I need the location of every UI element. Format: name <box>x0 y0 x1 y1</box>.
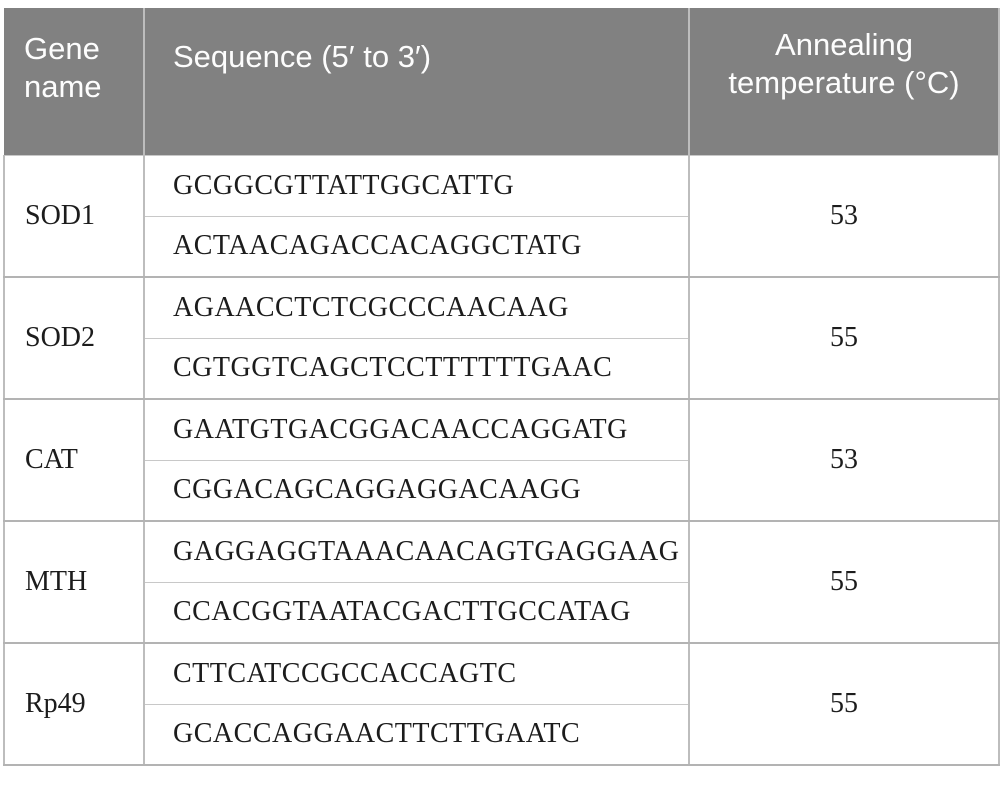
forward-primer-cell: AGAACCTCTCGCCCAACAAG <box>143 277 690 339</box>
reverse-primer-cell: CCACGGTAATACGACTTGCCATAG <box>143 582 690 644</box>
reverse-primer-cell: CGTGGTCAGCTCCTTTTTTGAAC <box>143 338 690 400</box>
table-row: CGGACAGCAGGAGGACAAGG <box>4 460 999 522</box>
forward-primer-cell: CTTCATCCGCCACCAGTC <box>143 643 690 705</box>
annealing-temp-cell: 55 <box>688 643 1000 766</box>
gene-name-cell: SOD1 <box>3 155 145 278</box>
header-sequence: Sequence (5′ to 3′) <box>143 8 690 156</box>
forward-primer-cell: GAATGTGACGGACAACCAGGATG <box>143 399 690 461</box>
forward-primer-cell: GCGGCGTTATTGGCATTG <box>143 155 690 217</box>
table-row: Rp49 CTTCATCCGCCACCAGTC 55 <box>3 643 1000 766</box>
primer-table: Gene name Sequence (5′ to 3′) Annealing … <box>3 8 1000 766</box>
table-row: CCACGGTAATACGACTTGCCATAG <box>4 582 999 644</box>
reverse-primer-cell: CGGACAGCAGGAGGACAAGG <box>143 460 690 522</box>
annealing-temp-cell: 55 <box>688 277 1000 400</box>
annealing-temp-cell: 55 <box>688 521 1000 644</box>
gene-name-cell: SOD2 <box>3 277 145 400</box>
table-row: ACTAACAGACCACAGGCTATG <box>4 216 999 278</box>
header-gene-name: Gene name <box>4 8 145 156</box>
forward-primer-cell: GAGGAGGTAAACAACAGTGAGGAAG <box>143 521 690 583</box>
gene-name-cell: CAT <box>3 399 145 522</box>
table-header-row: Gene name Sequence (5′ to 3′) Annealing … <box>4 8 1000 156</box>
gene-name-cell: Rp49 <box>3 643 145 766</box>
table-row: CAT GAATGTGACGGACAACCAGGATG 53 <box>3 399 1000 522</box>
annealing-temp-cell: 53 <box>688 399 1000 522</box>
table-row: SOD1 GCGGCGTTATTGGCATTG 53 <box>3 155 1000 278</box>
table-row: SOD2 AGAACCTCTCGCCCAACAAG 55 <box>3 277 1000 400</box>
gene-name-cell: MTH <box>3 521 145 644</box>
reverse-primer-cell: GCACCAGGAACTTCTTGAATC <box>143 704 690 766</box>
table-row: GCACCAGGAACTTCTTGAATC <box>4 704 999 766</box>
table-row: MTH GAGGAGGTAAACAACAGTGAGGAAG 55 <box>3 521 1000 644</box>
reverse-primer-cell: ACTAACAGACCACAGGCTATG <box>143 216 690 278</box>
table-row: CGTGGTCAGCTCCTTTTTTGAAC <box>4 338 999 400</box>
header-annealing-temperature: Annealing temperature (°C) <box>688 8 1000 156</box>
annealing-temp-cell: 53 <box>688 155 1000 278</box>
